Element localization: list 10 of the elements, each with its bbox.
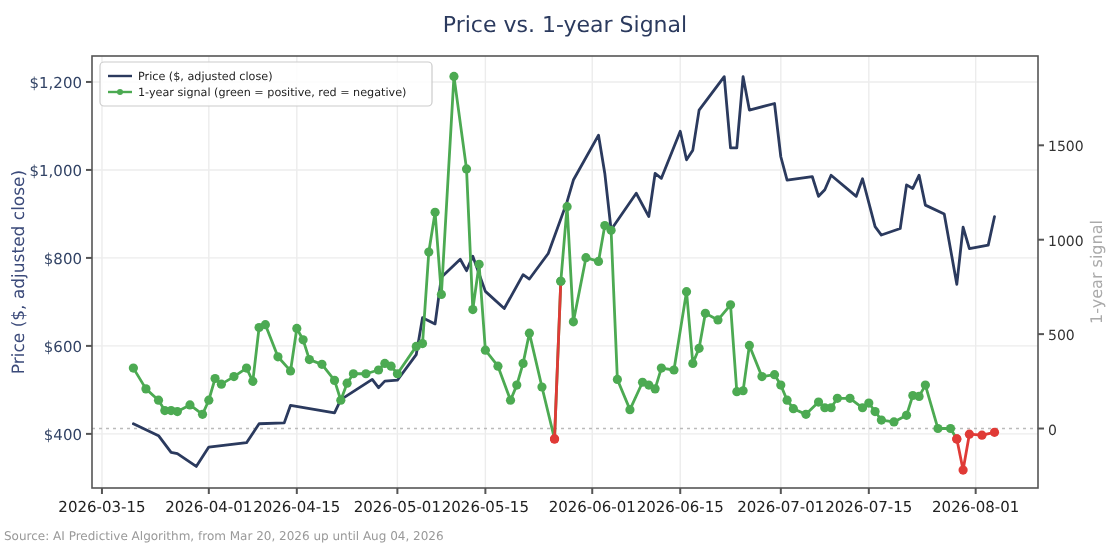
y2-axis-title: 1-year signal [1088, 220, 1106, 324]
point [958, 465, 968, 475]
point [952, 434, 962, 444]
chart-title: Price vs. 1-year Signal [442, 12, 688, 38]
point [964, 429, 974, 439]
point [977, 430, 987, 440]
y-axis-title: Price ($, adjusted close) [10, 169, 30, 375]
point [549, 434, 560, 444]
point [556, 276, 566, 286]
point [989, 427, 1000, 437]
